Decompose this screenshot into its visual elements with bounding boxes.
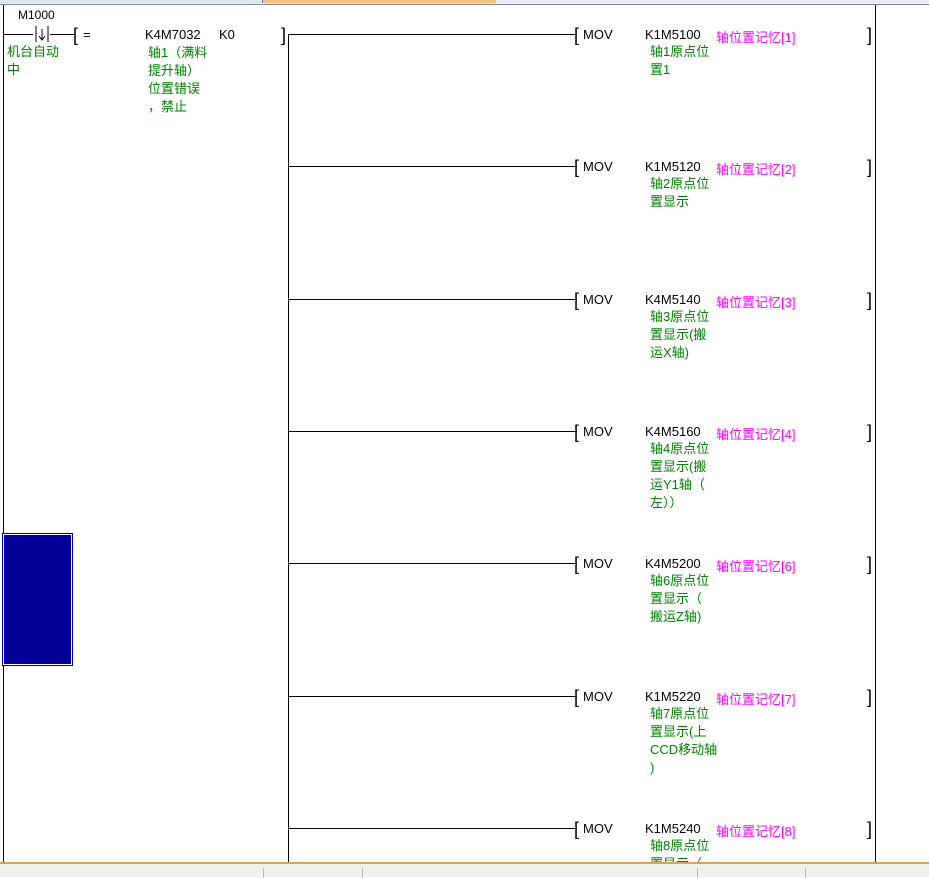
instruction-source[interactable]: K4M5160 [645, 423, 701, 439]
instruction-destination[interactable]: 轴位置记忆[6] [716, 559, 796, 575]
instruction-comment: 轴6原点位 置显示（ 搬运Z轴) [650, 573, 710, 625]
mov-open-bracket: [ [574, 686, 580, 707]
status-bar [0, 862, 929, 878]
instruction-op[interactable]: MOV [583, 27, 613, 42]
wire [3, 34, 33, 35]
compare-operand1[interactable]: K4M7032 [145, 27, 201, 42]
instruction-source[interactable]: K1M5100 [645, 27, 701, 42]
mov-close-bracket: ] [867, 818, 873, 839]
instruction-op[interactable]: MOV [583, 688, 613, 704]
mov-close-bracket: ] [867, 25, 873, 45]
mov-close-bracket: ] [867, 157, 873, 178]
instruction-destination[interactable]: 轴位置记忆[1] [716, 30, 796, 45]
instruction-destination[interactable]: 轴位置记忆[2] [716, 162, 796, 178]
wire [288, 695, 577, 697]
compare-operator[interactable]: = [83, 27, 91, 42]
instruction-source[interactable]: K1M5220 [645, 688, 701, 704]
ladder-cursor[interactable] [2, 533, 73, 666]
instruction-op[interactable]: MOV [583, 291, 613, 307]
instruction-destination[interactable]: 轴位置记忆[7] [716, 691, 796, 707]
instruction-op[interactable]: MOV [583, 820, 613, 836]
instruction-source[interactable]: K1M5240 [645, 820, 701, 836]
mov-open-bracket: [ [574, 25, 580, 45]
wire [50, 34, 75, 35]
mov-close-bracket: ] [867, 554, 873, 575]
mov-open-bracket: [ [574, 554, 580, 575]
wire [288, 563, 577, 565]
branch-line [288, 34, 289, 862]
instruction-comment: 轴7原点位 置显示(上 CCD移动轴 ) [650, 705, 718, 775]
mov-close-bracket: ] [867, 289, 873, 310]
instruction-comment: 轴4原点位 置显示(搬 运Y1轴（ 左）） [650, 440, 710, 510]
mov-close-bracket: ] [867, 421, 873, 442]
instruction-comment: 轴3原点位 置显示(搬 运X轴) [650, 308, 710, 360]
instruction-destination[interactable]: 轴位置记忆[4] [716, 426, 796, 442]
mov-open-bracket: [ [574, 157, 580, 178]
mov-open-bracket: [ [574, 289, 580, 310]
instruction-destination[interactable]: 轴位置记忆[8] [716, 823, 796, 839]
instruction-destination[interactable]: 轴位置记忆[3] [716, 294, 796, 310]
instruction-source[interactable]: K4M5140 [645, 291, 701, 307]
wire [288, 827, 577, 829]
falling-edge-contact-icon[interactable] [33, 26, 53, 43]
instruction-op[interactable]: MOV [583, 423, 613, 439]
contact-comment: 机台自动 中 [7, 44, 60, 77]
right-power-rail [875, 5, 876, 862]
instruction-op[interactable]: MOV [583, 159, 613, 175]
compare-comment: 轴1（满料 提升轴） 位置错误 ，禁止 [148, 45, 208, 114]
instruction-source[interactable]: K1M5120 [645, 159, 701, 175]
instruction-comment: 轴1原点位 置1 [650, 44, 710, 77]
wire [288, 166, 577, 168]
instruction-op[interactable]: MOV [583, 556, 613, 572]
instruction-comment: 轴2原点位 置显示 [650, 176, 710, 210]
mov-close-bracket: ] [867, 686, 873, 707]
compare-operand2[interactable]: K0 [219, 27, 235, 42]
compare-open-bracket: [ [73, 25, 79, 45]
left-power-rail [3, 5, 4, 862]
wire [288, 430, 577, 432]
wire [288, 34, 577, 35]
wire [288, 298, 577, 300]
compare-close-bracket: ] [281, 25, 287, 45]
contact-device[interactable]: M1000 [18, 8, 55, 22]
mov-open-bracket: [ [574, 421, 580, 442]
instruction-source[interactable]: K4M5200 [645, 556, 701, 572]
mov-open-bracket: [ [574, 818, 580, 839]
tab-strip [0, 0, 929, 5]
